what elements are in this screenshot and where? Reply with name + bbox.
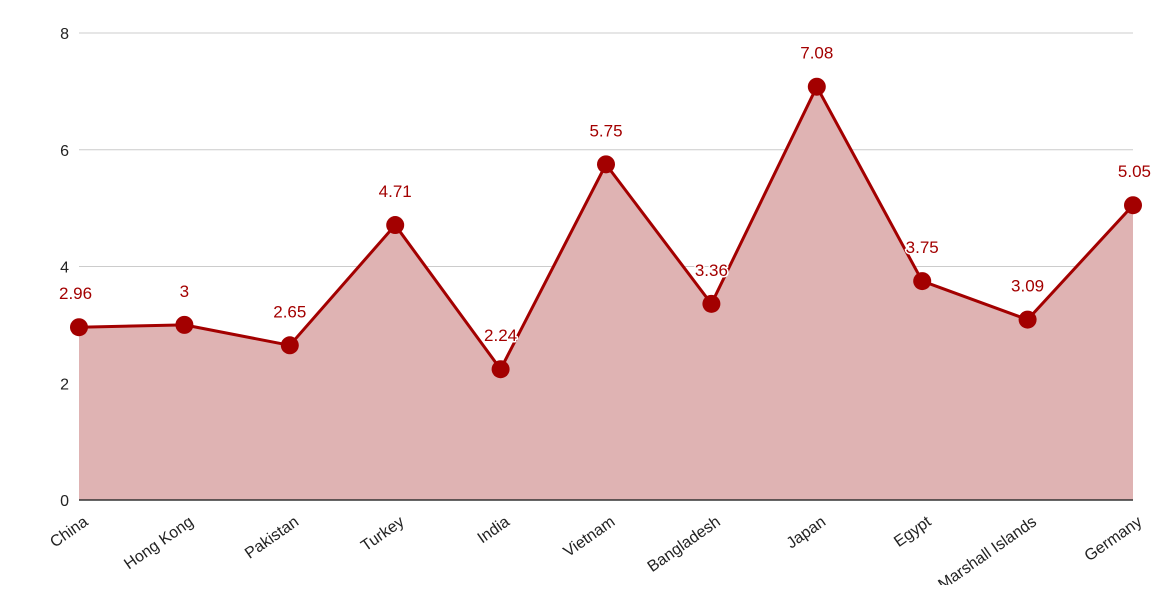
y-tick-label: 2 [60, 376, 69, 393]
data-label: 2.96 [59, 284, 92, 303]
data-point [175, 315, 194, 334]
x-tick-label: China [47, 513, 91, 551]
data-point [280, 336, 299, 355]
area-fill-layer [79, 86, 1133, 500]
y-tick-label: 6 [60, 143, 69, 160]
data-point [1124, 196, 1142, 215]
data-label: 2.24 [484, 326, 517, 345]
data-label: 3 [180, 282, 189, 301]
x-tick-label: Bangladesh [645, 513, 724, 575]
data-label: 7.08 [800, 44, 833, 63]
data-label: 2.65 [273, 302, 306, 321]
x-tick-label: India [475, 513, 513, 547]
x-tick-label: Egypt [891, 513, 935, 551]
x-tick-label: Marshall Islands [935, 513, 1039, 585]
data-point [913, 272, 932, 291]
x-tick-label: Vietnam [561, 513, 619, 560]
data-label: 3.36 [695, 261, 728, 280]
x-tick-label: Pakistan [242, 513, 302, 562]
data-points [70, 77, 1142, 379]
y-tick-label: 8 [60, 26, 69, 43]
x-tick-labels: China Hong Kong Pakistan Turkey India Vietnam… [47, 513, 1146, 590]
data-point [386, 216, 405, 235]
y-tick-label: 0 [60, 493, 69, 510]
data-point [702, 294, 721, 313]
x-tick-label: Japan [784, 513, 829, 552]
data-label: 5.05 [1118, 162, 1151, 181]
data-point [597, 155, 615, 174]
y-tick-label: 4 [60, 260, 69, 277]
data-label: 3.75 [906, 238, 939, 257]
data-point [807, 77, 826, 96]
x-tick-label: Turkey [358, 513, 407, 555]
data-point [491, 360, 510, 379]
data-label: 5.75 [589, 121, 622, 140]
data-label: 3.09 [1011, 277, 1044, 296]
x-tick-label: Germany [1082, 513, 1146, 565]
x-tick-label: Hong Kong [121, 513, 196, 573]
data-label: 4.71 [379, 182, 412, 201]
y-tick-labels: 0 2 4 6 8 [60, 26, 69, 510]
data-labels: 2.96 3 2.65 4.71 2.24 5.75 3.36 7.08 3.75 3.09 5.0… [58, 42, 1153, 347]
data-point [1018, 310, 1037, 329]
data-point [70, 318, 88, 337]
series-area [79, 86, 1133, 500]
